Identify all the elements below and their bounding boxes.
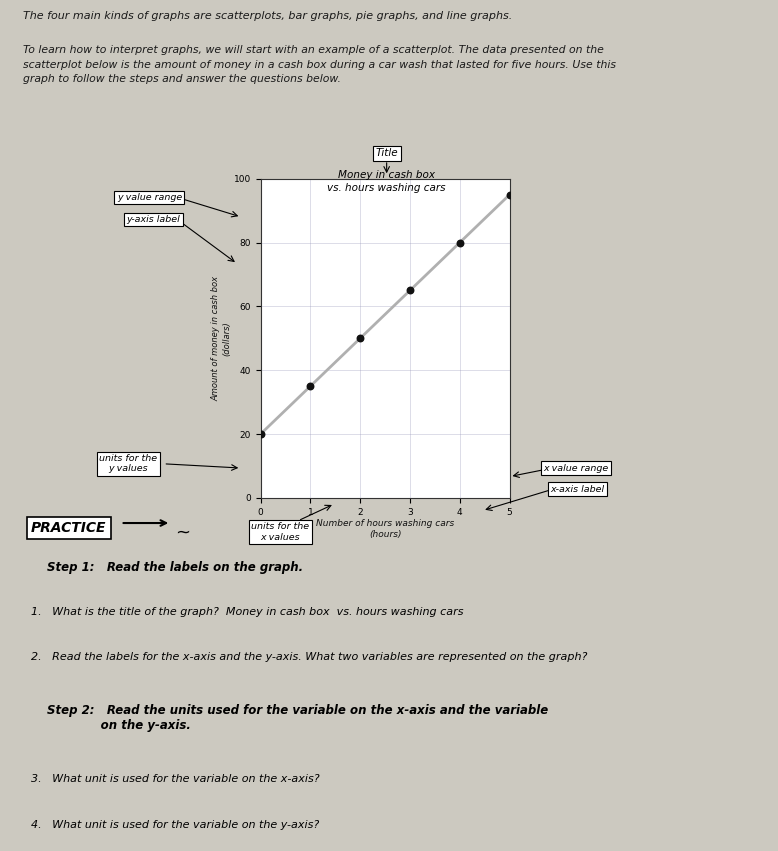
Point — [304, 380, 317, 393]
Text: 3.   What unit is used for the variable on the x-axis?: 3. What unit is used for the variable on… — [31, 774, 320, 785]
Text: units for the
x values: units for the x values — [251, 523, 309, 541]
Text: 4.   What unit is used for the variable on the y-axis?: 4. What unit is used for the variable on… — [31, 820, 320, 830]
Text: 2.   Read the labels for the x-axis and the y-axis. What two variables are repre: 2. Read the labels for the x-axis and th… — [31, 652, 587, 662]
Point — [503, 188, 516, 202]
Point — [354, 332, 366, 346]
Text: x value range: x value range — [543, 464, 608, 472]
X-axis label: Number of hours washing cars
(hours): Number of hours washing cars (hours) — [316, 519, 454, 539]
Y-axis label: Amount of money in cash box
(dollars): Amount of money in cash box (dollars) — [212, 276, 231, 401]
Point — [454, 236, 466, 249]
Point — [254, 427, 267, 441]
Text: y-axis label: y-axis label — [126, 215, 180, 224]
Text: To learn how to interpret graphs, we will start with an example of a scatterplot: To learn how to interpret graphs, we wil… — [23, 45, 616, 84]
Text: Money in cash box
vs. hours washing cars: Money in cash box vs. hours washing cars — [328, 170, 446, 193]
Text: y value range: y value range — [117, 193, 182, 202]
Text: PRACTICE: PRACTICE — [31, 522, 107, 535]
Text: 1.   What is the title of the graph?  Money in cash box  vs. hours washing cars: 1. What is the title of the graph? Money… — [31, 607, 464, 617]
Text: The four main kinds of graphs are scatterplots, bar graphs, pie graphs, and line: The four main kinds of graphs are scatte… — [23, 11, 512, 20]
Point — [404, 283, 416, 297]
Text: units for the
y values: units for the y values — [100, 454, 157, 473]
Text: x-axis label: x-axis label — [550, 485, 605, 494]
Text: ~: ~ — [175, 523, 190, 542]
Text: Step 1:   Read the labels on the graph.: Step 1: Read the labels on the graph. — [47, 562, 303, 574]
Text: Step 2:   Read the units used for the variable on the x-axis and the variable
  : Step 2: Read the units used for the vari… — [47, 705, 548, 733]
Text: Title: Title — [375, 148, 398, 158]
